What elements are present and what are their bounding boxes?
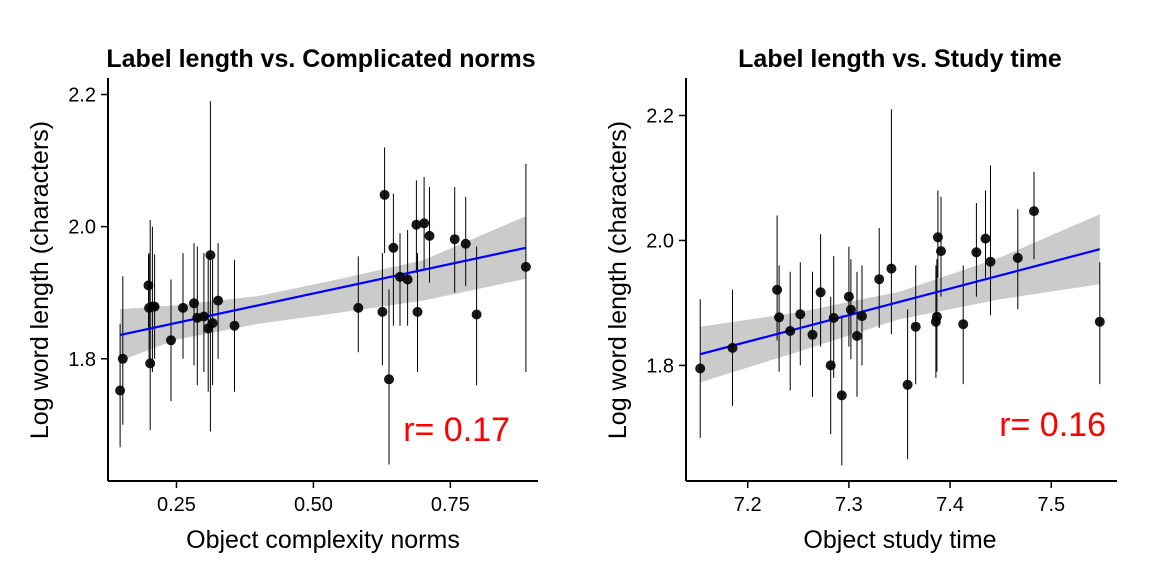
data-point <box>815 287 826 298</box>
regression-line <box>119 246 527 337</box>
data-point <box>353 302 364 313</box>
y-tick-label: 2.2 <box>68 85 96 107</box>
x-tick-label: 7.3 <box>835 494 863 516</box>
data-point <box>852 331 862 341</box>
x-axis-label: Object complexity norms <box>186 526 460 554</box>
data-point <box>149 301 160 312</box>
data-point <box>471 309 482 320</box>
data-point <box>117 353 128 364</box>
data-point <box>836 390 847 401</box>
data-point <box>874 274 885 285</box>
data-point <box>412 306 423 317</box>
data-point <box>985 256 996 267</box>
data-point <box>807 329 818 340</box>
data-point <box>205 250 216 261</box>
data-point <box>958 319 969 330</box>
data-point <box>520 261 531 272</box>
data-point <box>857 311 867 322</box>
data-point <box>419 218 430 229</box>
data-point <box>377 306 388 317</box>
data-point <box>388 242 399 253</box>
data-point <box>395 271 405 282</box>
data-point <box>229 320 240 331</box>
correlation-annotation: r= 0.17 <box>403 411 510 449</box>
data-point <box>449 234 460 245</box>
y-tick-label: 2.0 <box>68 217 96 239</box>
data-point <box>115 385 126 396</box>
data-point <box>189 298 199 309</box>
panel-complexity-norms: Label length vs. Complicated norms 0.25 0… <box>26 45 538 554</box>
x-axis-label: Object study time <box>803 526 996 554</box>
data-point <box>886 263 897 274</box>
data-point <box>178 302 188 313</box>
data-point <box>411 219 422 230</box>
data-point <box>1029 206 1039 217</box>
axis-ticks: 7.2 7.3 7.4 7.5 1.8 2.0 2.2 <box>646 105 1065 516</box>
data-point <box>402 274 413 285</box>
y-axis-label: Log word length (characters) <box>26 121 54 439</box>
data-point <box>213 295 224 306</box>
data-point <box>727 342 738 353</box>
x-tick-label: 7.4 <box>936 494 964 516</box>
y-tick-label: 1.8 <box>646 355 674 377</box>
confidence-band <box>120 216 526 361</box>
data-point <box>902 379 913 390</box>
data-point <box>145 358 156 369</box>
data-point <box>774 312 785 323</box>
y-tick-label: 2.0 <box>646 230 674 252</box>
x-tick-label: 0.50 <box>294 494 333 516</box>
data-point <box>384 374 394 385</box>
y-axis-label: Log word length (characters) <box>604 121 632 439</box>
correlation-annotation: r= 0.16 <box>999 406 1106 444</box>
panel-study-time: Label length vs. Study time 7.2 7.3 7.4 7.5… <box>604 45 1117 554</box>
panel-title: Label length vs. Complicated norms <box>106 45 535 73</box>
data-point <box>166 335 176 346</box>
x-tick-label: 7.5 <box>1037 494 1065 516</box>
plot-area <box>695 109 1105 466</box>
plot-area <box>115 101 531 465</box>
axis-ticks: 0.25 0.50 0.75 1.8 2.0 2.2 <box>68 85 470 516</box>
data-point <box>828 312 839 323</box>
panel-title: Label length vs. Study time <box>738 45 1062 73</box>
data-point <box>910 321 921 332</box>
y-tick-label: 2.2 <box>646 105 674 127</box>
y-tick-label: 1.8 <box>68 349 96 371</box>
confidence-band <box>700 214 1100 383</box>
data-point <box>936 246 946 257</box>
data-point <box>198 311 209 322</box>
data-point <box>795 309 806 320</box>
x-tick-label: 0.25 <box>157 494 196 516</box>
data-point <box>1012 252 1023 263</box>
data-point <box>931 311 942 322</box>
data-point <box>424 230 435 241</box>
x-tick-label: 0.75 <box>431 494 470 516</box>
data-point <box>971 247 982 258</box>
data-point <box>772 284 783 295</box>
data-point <box>785 326 796 336</box>
data-point <box>207 318 218 329</box>
x-tick-label: 7.2 <box>734 494 762 516</box>
data-point <box>460 238 471 249</box>
regression-line <box>699 248 1101 356</box>
data-point <box>932 232 943 243</box>
data-point <box>1094 316 1105 327</box>
data-point <box>143 280 154 291</box>
data-point <box>980 233 991 244</box>
data-point <box>379 189 390 200</box>
data-point <box>695 363 706 374</box>
data-point <box>845 304 856 315</box>
data-point <box>825 360 836 371</box>
data-point <box>843 291 854 302</box>
